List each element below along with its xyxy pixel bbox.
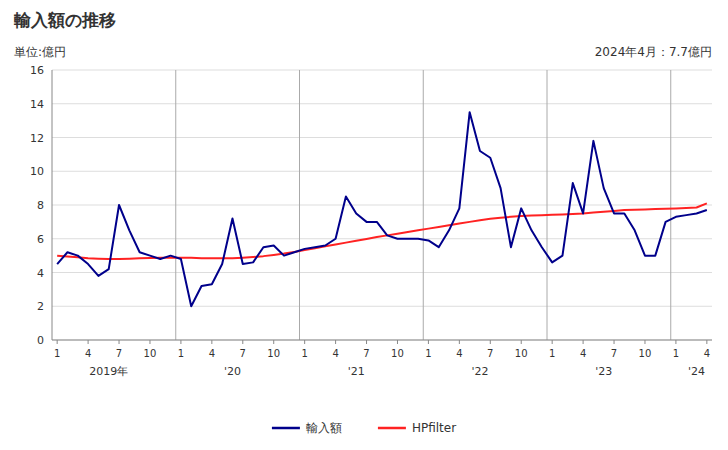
y-axis [52, 70, 53, 340]
x-tick-label: 7 [611, 348, 617, 359]
x-tick [88, 340, 89, 344]
x-tick-label: 1 [301, 348, 307, 359]
x-tick-label: 4 [456, 348, 462, 359]
x-tick [119, 340, 120, 344]
grid [52, 70, 712, 340]
x-tick [459, 340, 460, 344]
y-tick-label: 0 [37, 334, 44, 347]
x-tick [273, 340, 274, 344]
year-label: '21 [348, 365, 365, 378]
x-tick-label: 4 [580, 348, 586, 359]
x-tick [490, 340, 491, 344]
x-tick-label: 4 [85, 348, 91, 359]
x-tick-label: 10 [515, 348, 528, 359]
x-tick [242, 340, 243, 344]
x-tick [583, 340, 584, 344]
grid-line [52, 272, 712, 273]
year-divider [299, 70, 300, 340]
legend-label: 輸入額 [306, 421, 342, 435]
x-tick-label: 1 [178, 348, 184, 359]
x-tick [211, 340, 212, 344]
y-tick-label: 4 [37, 267, 44, 280]
x-tick-label: 7 [363, 348, 369, 359]
y-tick-label: 6 [37, 233, 44, 246]
grid-line [52, 103, 712, 104]
x-tick-label: 10 [144, 348, 157, 359]
x-tick-label: 10 [267, 348, 280, 359]
x-tick [552, 340, 553, 344]
x-tick [428, 340, 429, 344]
year-divider [423, 70, 424, 340]
y-tick-label: 16 [30, 64, 44, 77]
x-tick-label: 10 [391, 348, 404, 359]
x-axis [52, 340, 712, 341]
y-tick-label: 2 [37, 300, 44, 313]
grid-line [52, 70, 712, 71]
x-tick-label: 4 [209, 348, 215, 359]
year-label: '22 [471, 365, 488, 378]
year-label: '24 [688, 365, 705, 378]
legend-item: 輸入額 [272, 421, 342, 435]
x-tick-label: 7 [116, 348, 122, 359]
legend: 輸入額 HPfilter [272, 421, 456, 435]
x-tick [335, 340, 336, 344]
y-axis-label: 単位:億円 [14, 45, 66, 59]
x-tick-label: 10 [639, 348, 652, 359]
x-tick-label: 4 [704, 348, 710, 359]
year-divider [175, 70, 176, 340]
series-lines [57, 112, 707, 306]
title: 輸入額の推移 [13, 10, 116, 30]
year-label: 2019年 [89, 365, 128, 378]
line [57, 203, 707, 259]
x-tick [675, 340, 676, 344]
annotation: 2024年4月：7.7億円 [595, 45, 712, 59]
legend-swatch [272, 427, 300, 430]
grid-line [52, 171, 712, 172]
x-tick-label: 7 [487, 348, 493, 359]
legend-label: HPfilter [412, 421, 456, 435]
x-tick [180, 340, 181, 344]
year-divider [547, 70, 548, 340]
x-tick-label: 1 [549, 348, 555, 359]
x-tick-label: 1 [425, 348, 431, 359]
grid-line [52, 205, 712, 206]
x-tick-label: 1 [54, 348, 60, 359]
x-tick-label: 1 [673, 348, 679, 359]
y-tick-label: 8 [37, 199, 44, 212]
grid-line [52, 137, 712, 138]
x-tick [57, 340, 58, 344]
year-divider [670, 70, 671, 340]
legend-item: HPfilter [378, 421, 456, 435]
line [57, 112, 707, 306]
x-tick-label: 4 [332, 348, 338, 359]
grid-line [52, 340, 712, 341]
x-tick-label: 7 [240, 348, 246, 359]
x-tick [521, 340, 522, 344]
x-tick [149, 340, 150, 344]
x-tick [614, 340, 615, 344]
x-tick [397, 340, 398, 344]
y-tick-label: 14 [30, 98, 44, 111]
grid-line [52, 306, 712, 307]
y-tick-label: 10 [30, 165, 44, 178]
chart: 輸入額の推移単位:億円2024年4月：7.7億円0246810121416147… [0, 0, 728, 450]
year-label: '23 [595, 365, 612, 378]
x-tick [304, 340, 305, 344]
x-tick [706, 340, 707, 344]
year-label: '20 [224, 365, 241, 378]
legend-swatch [378, 427, 406, 430]
x-tick [644, 340, 645, 344]
y-tick-label: 12 [30, 132, 44, 145]
year-dividers [176, 70, 671, 340]
x-tick [366, 340, 367, 344]
grid-line [52, 238, 712, 239]
